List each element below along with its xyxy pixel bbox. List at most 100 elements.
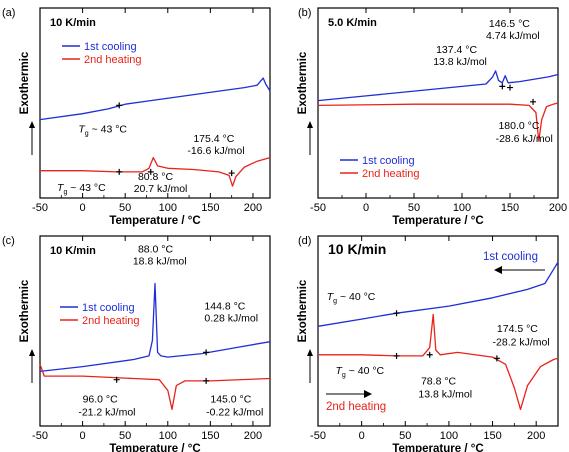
x-tick-label: 100 (440, 430, 458, 442)
x-tick-label: 50 (408, 202, 420, 214)
annotation: -28.2 kJ/mol (493, 336, 550, 348)
x-tick-label: 200 (244, 202, 262, 214)
x-tick-label: 150 (201, 202, 219, 214)
plot-frame (39, 235, 271, 427)
x-tick-label: 0 (359, 430, 365, 442)
annotation: 144.8 °C (204, 301, 245, 313)
tg-marker (507, 84, 513, 91)
annotation: -21.2 kJ/mol (78, 406, 135, 418)
annotation: 78.8 °C (421, 375, 457, 387)
panel-2: (b) -50 0 50 100 150 200 Temperature / °C Exothe… (297, 7, 567, 227)
annotation: 18.8 kJ/mol (133, 256, 187, 268)
x-tick-label: 0 (80, 202, 86, 214)
panel-letter: (c) (2, 235, 15, 247)
y-axis-arrowhead (29, 349, 35, 356)
legend-label: 2nd heating (84, 54, 142, 66)
rate-label: 10 K/min (328, 241, 386, 257)
annotation: Tg ~ 43 °C (78, 124, 127, 138)
series-line (317, 102, 559, 142)
annotation: Tg ~ 43 °C (57, 182, 106, 196)
tg-marker (203, 377, 210, 384)
annotation: 4.74 kJ/mol (486, 30, 540, 42)
tg-marker (147, 168, 154, 175)
x-tick-label: 200 (527, 430, 545, 442)
heating-arrowhead (364, 390, 372, 398)
annotation: 145.0 °C (210, 393, 251, 405)
tg-marker (393, 310, 400, 317)
tg-marker (530, 98, 537, 105)
y-axis-label: Exothermic (19, 51, 31, 114)
legend-label: 1st cooling (483, 251, 538, 263)
legend-label: 2nd heating (82, 315, 140, 327)
x-tick-label: -50 (32, 430, 48, 442)
x-tick-label: 50 (399, 430, 411, 442)
plot-frame (317, 235, 559, 427)
annotation: 96.0 °C (83, 393, 119, 405)
x-tick-label: 150 (483, 430, 501, 442)
series-line (40, 156, 271, 187)
tg-marker (426, 351, 433, 358)
x-tick-label: 50 (119, 430, 131, 442)
panel-letter: (a) (2, 7, 15, 19)
annotation: 175.4 °C (193, 133, 234, 145)
annotation: 88.0 °C (138, 244, 174, 256)
x-axis-label: Temperature / °C (109, 215, 200, 227)
x-tick-label: 100 (453, 202, 471, 214)
legend-label: 1st cooling (362, 155, 415, 167)
tg-marker (116, 102, 123, 109)
annotation: Tg ~ 40 °C (335, 365, 384, 379)
x-tick-label: 200 (244, 430, 262, 442)
annotation: 13.8 kJ/mol (418, 389, 472, 401)
x-tick-label: -50 (310, 430, 326, 442)
annotation: 0.28 kJ/mol (204, 313, 258, 325)
y-axis-arrowhead (307, 121, 313, 128)
y-axis-label: Exothermic (297, 51, 309, 114)
legend-label: 1st cooling (84, 41, 137, 53)
tg-marker (228, 170, 235, 177)
x-axis-label: Temperature / °C (392, 443, 483, 452)
x-tick-label: 200 (549, 202, 567, 214)
x-tick-label: -50 (32, 202, 48, 214)
legend-label: 1st cooling (82, 302, 135, 314)
legend-label: 2nd heating (362, 168, 420, 180)
y-axis-arrowhead (307, 349, 313, 356)
tg-marker (116, 168, 123, 175)
annotation: -28.6 kJ/mol (496, 133, 553, 145)
cooling-arrowhead (494, 266, 502, 274)
x-tick-label: 100 (159, 202, 177, 214)
y-axis-label: Exothermic (297, 279, 309, 342)
x-tick-label: 0 (80, 430, 86, 442)
series-line (39, 364, 271, 411)
annotation: -16.6 kJ/mol (187, 145, 244, 157)
annotation: 80.8 °C (138, 171, 174, 183)
x-tick-label: 150 (501, 202, 519, 214)
panel-3: (c) -50 0 50 100 150 200 Temperature / °C Exothe… (2, 235, 271, 452)
x-axis-label: Temperature / °C (392, 215, 483, 227)
series-line (39, 77, 271, 121)
rate-label: 10 K/min (50, 245, 96, 257)
y-axis-label: Exothermic (19, 279, 31, 342)
plot-frame (39, 7, 271, 199)
tg-marker (113, 376, 120, 383)
x-tick-label: 50 (119, 202, 131, 214)
rate-label: 5.0 K/min (328, 17, 377, 29)
annotation: 146.5 °C (489, 18, 530, 30)
panel-letter: (d) (298, 235, 311, 247)
tg-marker (393, 352, 400, 359)
legend-label: 2nd heating (326, 401, 386, 413)
series-line (317, 70, 559, 102)
panel-4: (d) -50 0 50 100 150 200 Temperature / °C Exothe… (297, 235, 559, 452)
annotation: 137.4 °C (436, 44, 477, 56)
x-tick-label: 0 (363, 202, 369, 214)
series-line (39, 282, 271, 373)
tg-marker (499, 83, 506, 90)
x-axis-label: Temperature / °C (109, 443, 200, 452)
x-tick-label: 100 (159, 430, 177, 442)
annotation: 180.0 °C (498, 120, 539, 132)
y-axis-arrowhead (29, 121, 35, 128)
annotation: -0.22 kJ/mol (206, 406, 263, 418)
tg-marker (493, 355, 500, 362)
annotation: 13.8 kJ/mol (433, 56, 487, 68)
series-line (317, 261, 559, 327)
